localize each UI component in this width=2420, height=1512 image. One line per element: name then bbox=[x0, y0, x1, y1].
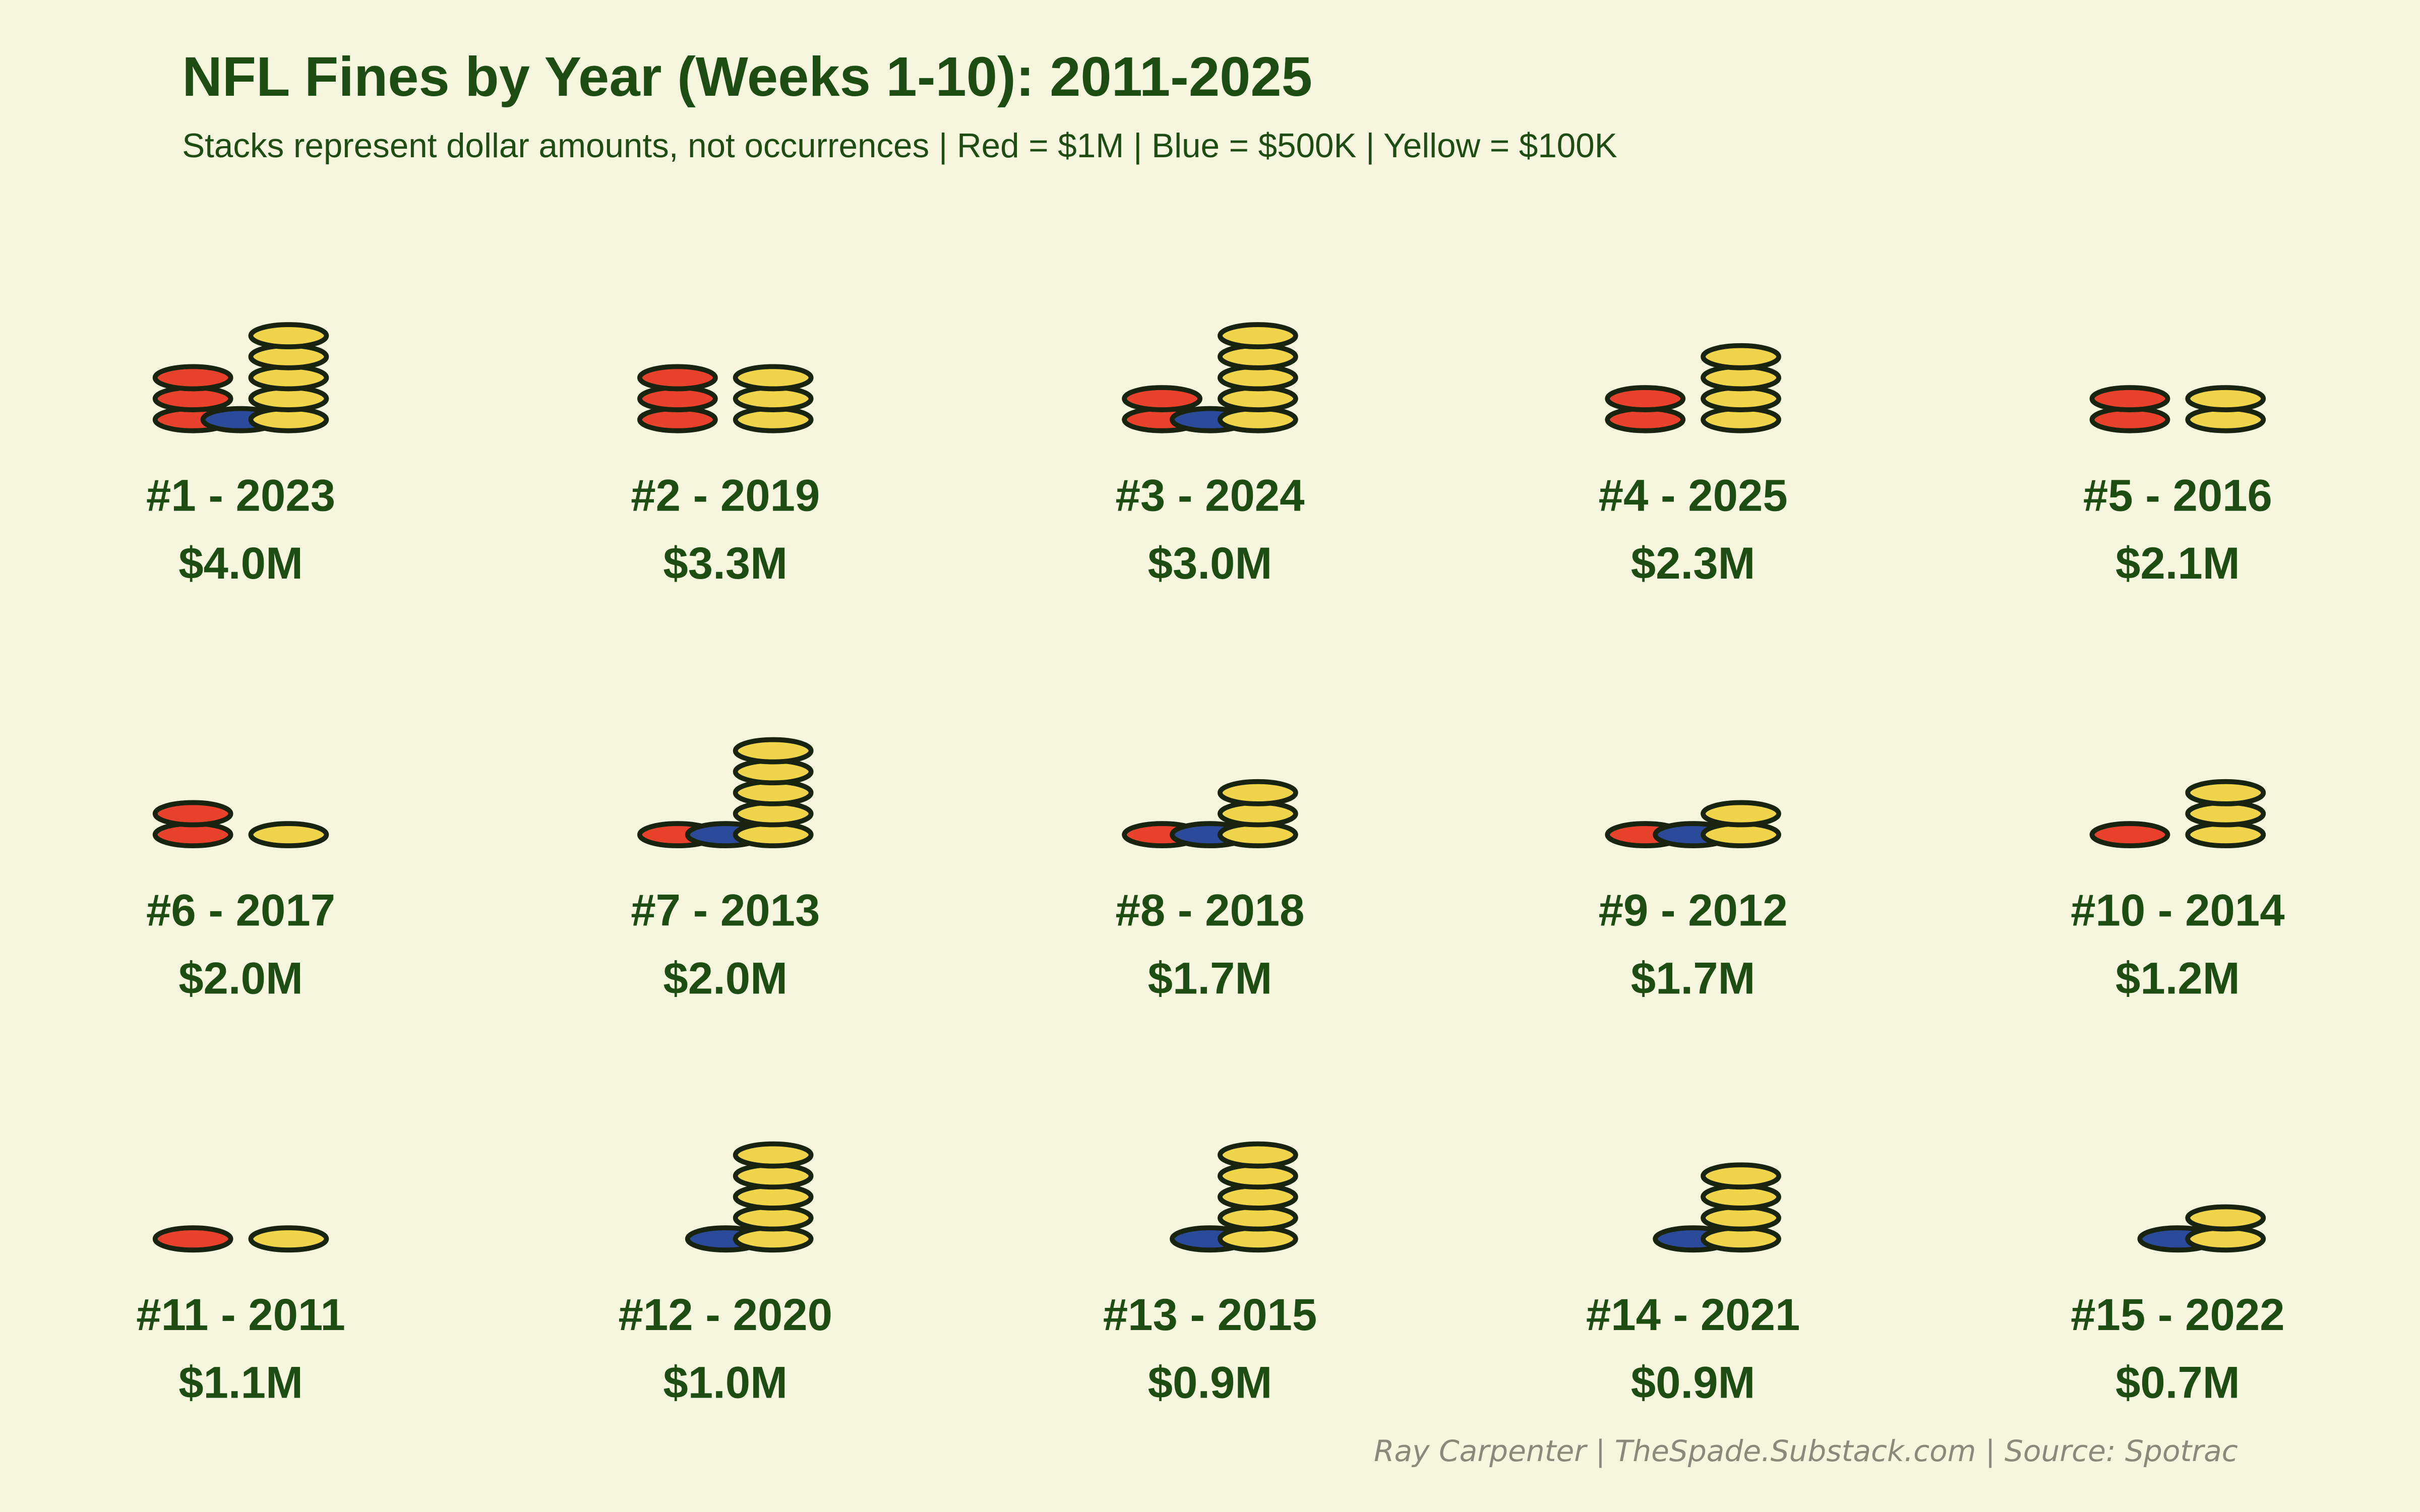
panel-label: #10 - 2014 bbox=[2071, 886, 2284, 935]
coin-yellow bbox=[2185, 385, 2266, 412]
coin-red bbox=[1605, 385, 1686, 412]
value-label: $1.1M bbox=[178, 1357, 303, 1407]
panel-label: #13 - 2015 bbox=[1103, 1290, 1317, 1340]
value-label: $1.7M bbox=[1631, 953, 1756, 1003]
panel-label: #8 - 2018 bbox=[1115, 886, 1304, 935]
value-label: $2.0M bbox=[663, 953, 788, 1003]
coin-red bbox=[1122, 385, 1202, 412]
coin-yellow bbox=[733, 737, 814, 765]
panel-label: #6 - 2017 bbox=[146, 886, 335, 935]
value-label: $2.1M bbox=[2115, 538, 2240, 588]
coin-yellow bbox=[248, 821, 329, 849]
value-label: $0.9M bbox=[1148, 1357, 1273, 1407]
panel-label: #4 - 2025 bbox=[1599, 470, 1788, 520]
coin-red bbox=[152, 1225, 233, 1253]
panel-label: #15 - 2022 bbox=[2071, 1290, 2284, 1340]
value-label: $1.2M bbox=[2115, 953, 2240, 1003]
coin-yellow bbox=[1701, 343, 1781, 370]
panel-label: #1 - 2023 bbox=[146, 470, 335, 520]
coin-red bbox=[637, 364, 718, 392]
coin-yellow bbox=[733, 1141, 814, 1169]
coin-red bbox=[152, 800, 233, 828]
value-label: $3.0M bbox=[1148, 538, 1273, 588]
value-label: $3.3M bbox=[663, 538, 788, 588]
value-label: $0.9M bbox=[1631, 1357, 1756, 1407]
panel-label: #12 - 2020 bbox=[619, 1290, 832, 1340]
value-label: $4.0M bbox=[178, 538, 303, 588]
value-label: $1.7M bbox=[1148, 953, 1273, 1003]
coin-yellow bbox=[733, 364, 814, 392]
coin-yellow bbox=[248, 1225, 329, 1253]
coin-yellow bbox=[1701, 800, 1781, 828]
footer: Ray Carpenter | TheSpade.Substack.com | … bbox=[1374, 1434, 2238, 1468]
panel-label: #5 - 2016 bbox=[2083, 470, 2272, 520]
panel-label: #2 - 2019 bbox=[631, 470, 820, 520]
chart-title: NFL Fines by Year (Weeks 1-10): 2011-202… bbox=[182, 46, 1312, 108]
panel-label: #7 - 2013 bbox=[631, 886, 820, 935]
value-label: $0.7M bbox=[2115, 1357, 2240, 1407]
coin-yellow bbox=[2185, 1204, 2266, 1232]
panel-label: #9 - 2012 bbox=[1599, 886, 1788, 935]
coin-yellow bbox=[248, 322, 329, 350]
coin-red bbox=[2089, 385, 2170, 412]
panel-label: #14 - 2021 bbox=[1586, 1290, 1800, 1340]
value-label: $1.0M bbox=[663, 1357, 788, 1407]
panel-label: #11 - 2011 bbox=[136, 1290, 345, 1340]
coin-red bbox=[152, 364, 233, 392]
coin-yellow bbox=[2185, 779, 2266, 806]
coin-yellow bbox=[1701, 1162, 1781, 1190]
coin-yellow bbox=[1218, 322, 1298, 350]
coin-yellow bbox=[1218, 1141, 1298, 1169]
value-label: $2.0M bbox=[178, 953, 303, 1003]
value-label: $2.3M bbox=[1631, 538, 1756, 588]
panel-label: #3 - 2024 bbox=[1115, 470, 1304, 520]
coin-yellow bbox=[1218, 779, 1298, 806]
coin-red bbox=[2089, 821, 2170, 849]
chart-subtitle: Stacks represent dollar amounts, not occ… bbox=[182, 127, 1617, 165]
